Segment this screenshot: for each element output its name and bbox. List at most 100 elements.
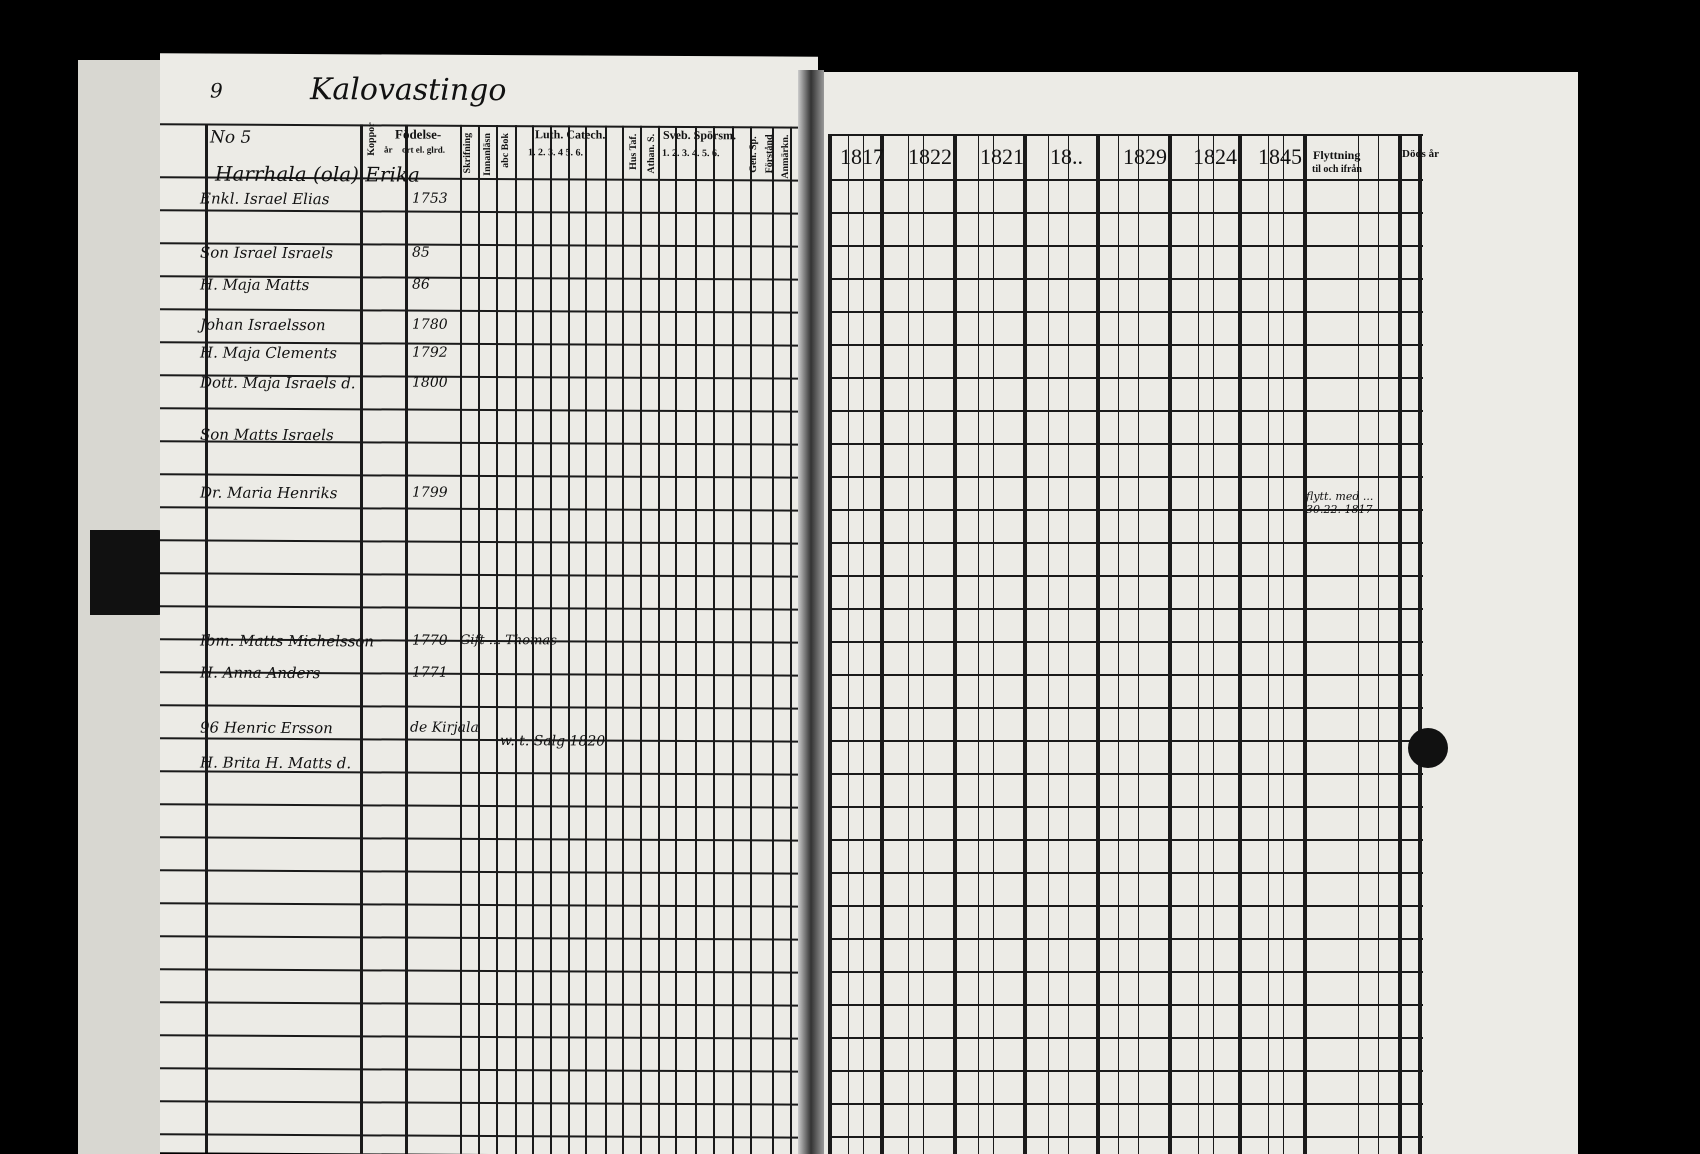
person-name: Enkl. Israel Elias	[200, 189, 330, 209]
birth-year: 1753	[412, 190, 448, 207]
year-header: 1824	[1193, 144, 1237, 169]
grid-line	[732, 126, 734, 1154]
grid-line	[828, 1004, 1423, 1006]
year-header: 1817	[840, 144, 884, 169]
grid-line	[828, 212, 1423, 214]
grid-line	[160, 869, 818, 875]
grid-line	[1168, 134, 1172, 1154]
person-name: H. Maja Clements	[200, 343, 337, 363]
grid-line	[1398, 134, 1402, 1154]
header-flyttning: Flyttning	[1313, 148, 1361, 162]
grid-line	[828, 608, 1423, 610]
page-clip	[1408, 728, 1448, 768]
grid-line	[160, 1100, 818, 1106]
grid-line	[160, 539, 818, 545]
right-page: 1817 1822 1821 18.. 1829 1824 1845 Flyttning t…	[818, 72, 1578, 1154]
grid-line	[923, 134, 924, 1154]
header-luth-catech: Luth. Catech.	[535, 127, 606, 142]
grid-line	[160, 1067, 818, 1073]
grid-line	[828, 740, 1423, 742]
year-header: 1821	[980, 144, 1024, 169]
grid-line	[828, 542, 1423, 544]
grid-line	[1118, 134, 1119, 1154]
header-koppor: Koppor	[366, 122, 377, 156]
grid-line	[828, 1103, 1423, 1105]
grid-line	[160, 572, 818, 578]
left-page: 9 Kalovastingo No 5 Harrhala (ola) Erika…	[160, 53, 818, 1154]
year-header: 1822	[908, 144, 952, 169]
grid-line	[828, 1070, 1423, 1072]
grid-line	[828, 806, 1423, 808]
header-abc-bok: abc Bok	[500, 133, 511, 168]
grid-line	[1096, 134, 1100, 1154]
grid-line	[1198, 134, 1199, 1154]
grid-line	[828, 674, 1423, 676]
birth-year: 85	[412, 244, 430, 261]
grid-line	[160, 1001, 818, 1007]
grid-line	[750, 126, 752, 1154]
birth-year: 1771	[412, 664, 448, 681]
grid-line	[1068, 134, 1069, 1154]
grid-line	[1418, 134, 1422, 1154]
header-innanlasn: Innanläsn	[482, 132, 493, 176]
grid-line	[160, 407, 818, 413]
grid-line	[160, 506, 818, 512]
year-header: 1829	[1123, 144, 1167, 169]
header-anmark: Anmärkn.	[780, 134, 791, 179]
grid-line	[160, 704, 818, 710]
person-name: H. Brita H. Matts d.	[200, 753, 352, 773]
page-number: 9	[210, 78, 223, 103]
grid-line	[828, 245, 1423, 247]
person-name: 96 Henric Ersson	[200, 718, 333, 738]
grid-line	[713, 126, 715, 1154]
move-note: flytt. med ... 30.22. 1817	[1306, 490, 1374, 516]
farm-name: Harrhala (ola) Erika	[215, 161, 420, 187]
grid-line	[160, 803, 818, 809]
grid-line	[160, 902, 818, 908]
grid-line	[863, 134, 864, 1154]
grid-line	[993, 134, 994, 1154]
header-flyttning-sub: til och ifrån	[1312, 164, 1362, 175]
left-grid	[160, 53, 818, 1154]
year-header: 1845	[1258, 144, 1302, 169]
grid-line	[828, 575, 1423, 577]
person-name: H. Maja Matts	[200, 275, 310, 295]
header-hus-taf: Hus Taf.	[628, 133, 639, 170]
grid-line	[828, 707, 1423, 709]
header-fodelse: Födelse-	[395, 126, 442, 142]
header-skrifning: Skrifning	[462, 132, 473, 174]
grid-line	[1303, 134, 1307, 1154]
note-henric: w. t. Salg 1820	[500, 733, 606, 750]
person-name: H. Anna Anders	[200, 663, 321, 683]
grid-line	[908, 134, 909, 1154]
grid-line	[695, 126, 697, 1154]
grid-line	[828, 1136, 1423, 1138]
grid-line	[160, 737, 818, 743]
header-dods: Döds år	[1402, 148, 1439, 160]
grid-line	[160, 308, 818, 314]
grid-line	[1268, 134, 1269, 1154]
grid-line	[828, 971, 1423, 973]
header-ort: ort el. glrd.	[402, 144, 445, 155]
grid-line	[828, 509, 1423, 511]
grid-line	[978, 134, 979, 1154]
grid-line	[828, 905, 1423, 907]
village-title: Kalovastingo	[310, 72, 507, 109]
grid-line	[1358, 134, 1359, 1154]
birth-year: 86	[412, 276, 430, 293]
grid-line	[828, 872, 1423, 874]
person-name: Dr. Maria Henriks	[200, 483, 338, 503]
grid-line	[828, 839, 1423, 841]
grid-line	[828, 311, 1423, 313]
grid-line	[880, 134, 884, 1154]
header-ar: år	[384, 144, 393, 155]
grid-line	[790, 126, 792, 1154]
birth-year: 1799	[412, 484, 448, 501]
grid-line	[1138, 134, 1139, 1154]
grid-line	[828, 278, 1423, 280]
grid-line	[848, 134, 849, 1154]
year-header: 18..	[1050, 144, 1083, 169]
book-spine	[798, 70, 824, 1154]
header-sveb-cols: 1. 2. 3. 4. 5. 6.	[662, 147, 720, 160]
